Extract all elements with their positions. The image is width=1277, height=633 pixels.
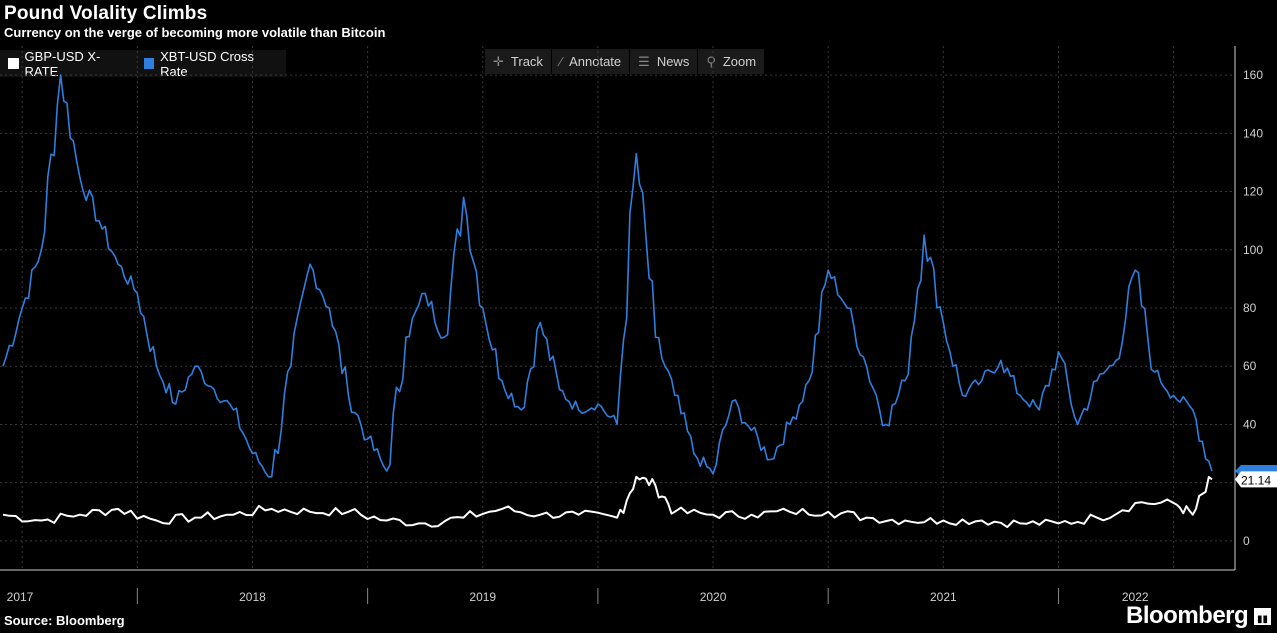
last-value-marker-xbt (1235, 465, 1277, 478)
series-line-gbp (2, 475, 1213, 529)
news-button[interactable]: ☰ News (630, 49, 699, 74)
annotate-button[interactable]: ∕ Annotate (551, 49, 631, 74)
y-tick-label: 80 (1243, 301, 1257, 315)
x-tick-label: 2021 (930, 590, 957, 604)
legend-swatch-xbt (143, 58, 155, 69)
x-tick-label: 2020 (700, 590, 727, 604)
legend-label-xbt: XBT-USD Cross Rate (160, 48, 255, 79)
zoom-label: Zoom (722, 54, 757, 69)
y-tick-label: 60 (1243, 359, 1257, 373)
y-tick-label: 120 (1243, 185, 1263, 199)
legend-swatch-gbp (8, 58, 19, 69)
x-tick-label: 2017 (7, 590, 34, 604)
x-tick-label: 2019 (469, 590, 496, 604)
legend: GBP-USD X-RATE XBT-USD Cross Rate (0, 48, 286, 79)
source-note: Source: Bloomberg (4, 613, 125, 628)
bloomberg-logo: Bloomberg (1126, 602, 1249, 629)
news-icon: ☰ (638, 53, 650, 69)
last-value-label-gbp: 21.14 (1241, 473, 1271, 487)
crosshair-icon: ✛ (493, 53, 504, 69)
y-tick-label: 40 (1243, 417, 1257, 431)
chart-title: Pound Volality Climbs (4, 3, 208, 24)
chart-toolbar: ✛ Track ∕ Annotate ☰ News ⚲ Zoom (485, 49, 766, 74)
chart-subtitle: Currency on the verge of becoming more v… (4, 25, 386, 40)
legend-item-gbp[interactable]: GBP-USD X-RATE (8, 49, 130, 79)
y-tick-label: 160 (1243, 68, 1263, 82)
x-tick-label: 2018 (239, 590, 266, 604)
series-line-xbt (2, 74, 1213, 478)
legend-item-xbt[interactable]: XBT-USD Cross Rate (143, 48, 280, 79)
track-label: Track (510, 54, 543, 69)
y-tick-label: 140 (1243, 126, 1263, 140)
zoom-button[interactable]: ⚲ Zoom (698, 49, 766, 74)
news-label: News (656, 54, 690, 69)
track-button[interactable]: ✛ Track (485, 49, 552, 74)
magnifier-icon: ⚲ (706, 53, 716, 69)
y-tick-label: 100 (1243, 243, 1263, 257)
legend-label-gbp: GBP-USD X-RATE (24, 48, 101, 79)
pencil-icon: ∕ (559, 54, 563, 69)
y-tick-label: 0 (1243, 534, 1250, 548)
bloomberg-logo-icon: ▮▮ (1254, 608, 1271, 625)
last-value-marker-gbp (1235, 471, 1277, 488)
annotate-label: Annotate (569, 54, 622, 69)
y-tick-label: 20 (1243, 476, 1257, 490)
